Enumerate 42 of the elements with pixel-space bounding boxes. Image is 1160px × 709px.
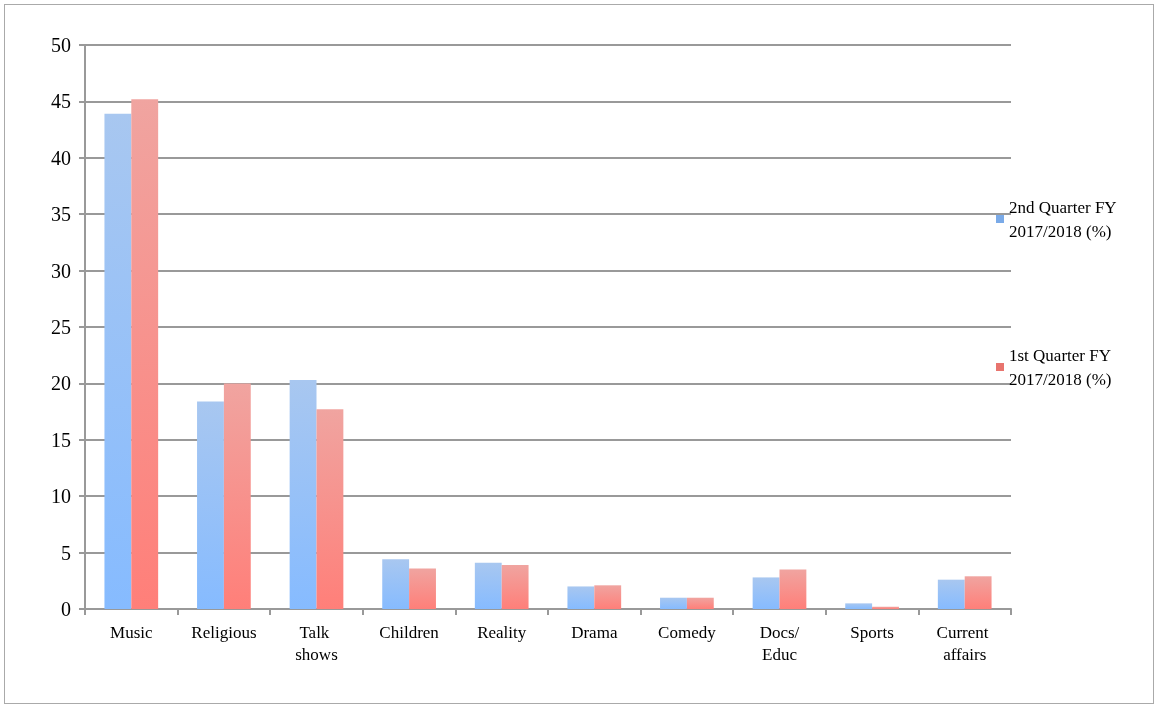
x-tick-label: Children bbox=[379, 622, 440, 642]
y-tick-label: 30 bbox=[51, 259, 71, 282]
legend-label: 2nd Quarter FY 2017/2018 (%) bbox=[1009, 197, 1121, 241]
bar bbox=[752, 577, 780, 609]
legend-label: 1st Quarter FY 2017/2018 (%) bbox=[1009, 345, 1115, 389]
bar bbox=[382, 559, 410, 609]
y-tick-label: 25 bbox=[51, 316, 71, 338]
bar bbox=[289, 380, 317, 609]
bar bbox=[845, 603, 873, 609]
x-tick-label: Drama bbox=[571, 622, 618, 642]
x-tick-label: Reality bbox=[477, 622, 527, 642]
y-tick-label: 40 bbox=[51, 146, 71, 169]
bar bbox=[779, 569, 807, 609]
bar bbox=[223, 383, 251, 609]
bar bbox=[474, 562, 502, 609]
y-tick-label: 45 bbox=[51, 90, 71, 113]
x-tick-label: Sports bbox=[850, 622, 894, 642]
bar bbox=[501, 565, 529, 609]
bar bbox=[197, 401, 224, 609]
x-tick-label: Comedy bbox=[658, 622, 717, 642]
y-tick-label: 10 bbox=[51, 485, 71, 508]
bar bbox=[660, 597, 687, 609]
x-tick-label: Religious bbox=[191, 622, 257, 642]
bar bbox=[131, 99, 159, 609]
bar bbox=[686, 597, 714, 609]
y-tick-label: 35 bbox=[51, 203, 71, 226]
bar bbox=[964, 576, 992, 609]
y-tick-label: 20 bbox=[51, 372, 71, 395]
bar bbox=[316, 409, 344, 609]
bar bbox=[409, 568, 436, 609]
y-tick-label: 0 bbox=[61, 598, 71, 620]
bar bbox=[594, 585, 622, 609]
x-tick-label: Talk shows bbox=[295, 622, 338, 664]
x-tick-label: Music bbox=[110, 622, 153, 642]
bar bbox=[937, 579, 965, 609]
y-tick-label: 5 bbox=[61, 541, 71, 564]
x-tick-label: Docs/Educ bbox=[759, 622, 800, 664]
bar bbox=[567, 586, 595, 609]
x-tick-label: Current affairs bbox=[936, 622, 993, 664]
y-tick-label: 50 bbox=[51, 34, 71, 56]
bar bbox=[104, 113, 132, 609]
y-tick-label: 15 bbox=[51, 428, 71, 451]
